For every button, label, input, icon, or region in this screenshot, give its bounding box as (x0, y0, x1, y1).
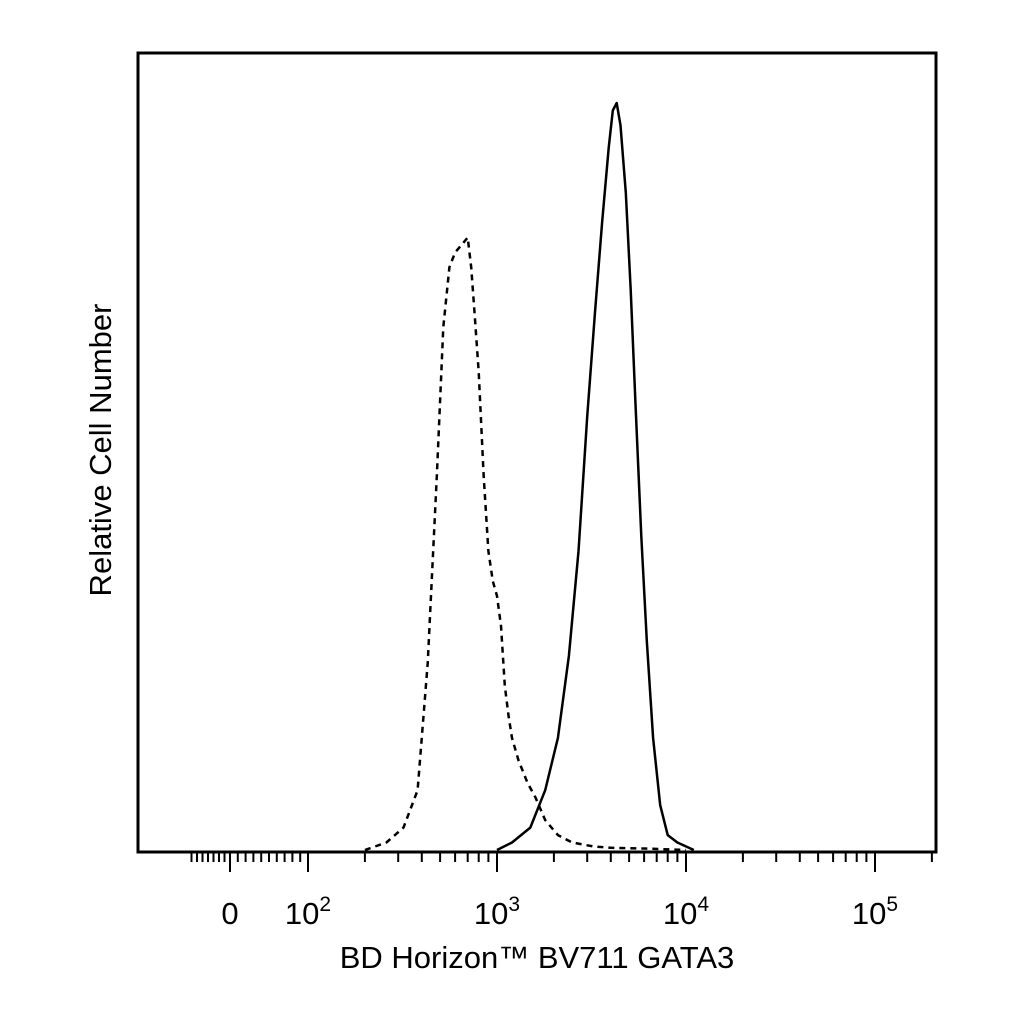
x-axis-ticks (190, 852, 933, 872)
plot-frame (136, 51, 938, 854)
x-axis-label: BD Horizon™ BV711 GATA3 (340, 940, 735, 975)
x-tick-label: 105 (852, 893, 898, 931)
x-tick-label: 104 (663, 893, 709, 931)
histogram-series-solid (496, 101, 695, 852)
series-layer (364, 101, 695, 852)
x-tick-label: 102 (285, 893, 331, 931)
y-axis-label: Relative Cell Number (83, 304, 118, 597)
histogram-series-dashed (364, 236, 687, 852)
x-tick-label: 103 (474, 893, 520, 931)
x-axis-tick-labels: 0 102 103 104 105 (221, 893, 898, 931)
x-tick-label: 0 (221, 896, 238, 931)
